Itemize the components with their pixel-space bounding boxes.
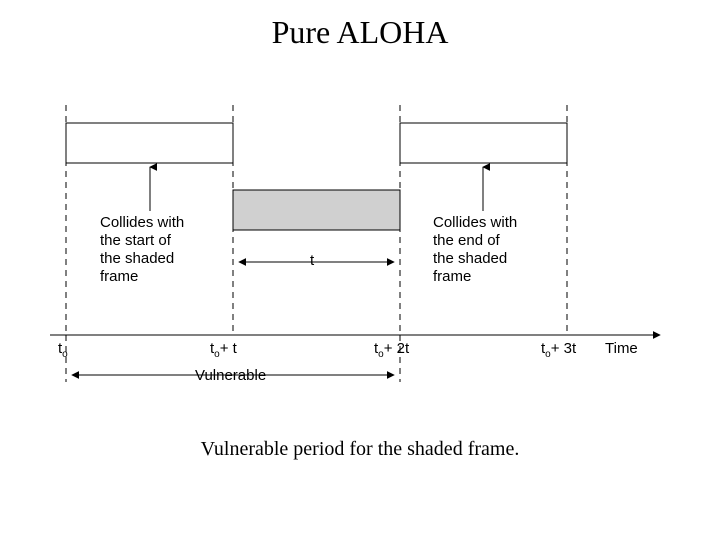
left-annot-l1: Collides with — [100, 214, 210, 232]
tick1-post: + t — [220, 340, 237, 357]
frame-shaded — [233, 190, 400, 230]
right-annot-l3: the shaded — [433, 250, 543, 268]
figure-caption: Vulnerable period for the shaded frame. — [0, 438, 720, 461]
left-annot-l2: the start of — [100, 232, 210, 250]
left-annot-l4: frame — [100, 268, 210, 286]
right-annot-l2: the end of — [433, 232, 543, 250]
left-annot-l3: the shaded — [100, 250, 210, 268]
tick-t3: to+ 3t — [541, 340, 576, 360]
frame-right — [400, 123, 567, 163]
right-annot-l1: Collides with — [433, 214, 543, 232]
vulnerable-label: Vulnerable — [195, 367, 266, 384]
left-annotation: Collides with the start of the shaded fr… — [100, 214, 210, 286]
tick0-sub: o — [62, 349, 68, 360]
tick-t1: to+ t — [210, 340, 237, 360]
time-axis-label: Time — [605, 340, 638, 357]
t-span-label: t — [310, 252, 314, 269]
tick2-post: + 2t — [384, 340, 409, 357]
tick-t2: to+ 2t — [374, 340, 409, 360]
tick3-post: + 3t — [551, 340, 576, 357]
frame-left — [66, 123, 233, 163]
right-annotation: Collides with the end of the shaded fram… — [433, 214, 543, 286]
right-annot-l4: frame — [433, 268, 543, 286]
tick-t0: to — [58, 340, 68, 360]
